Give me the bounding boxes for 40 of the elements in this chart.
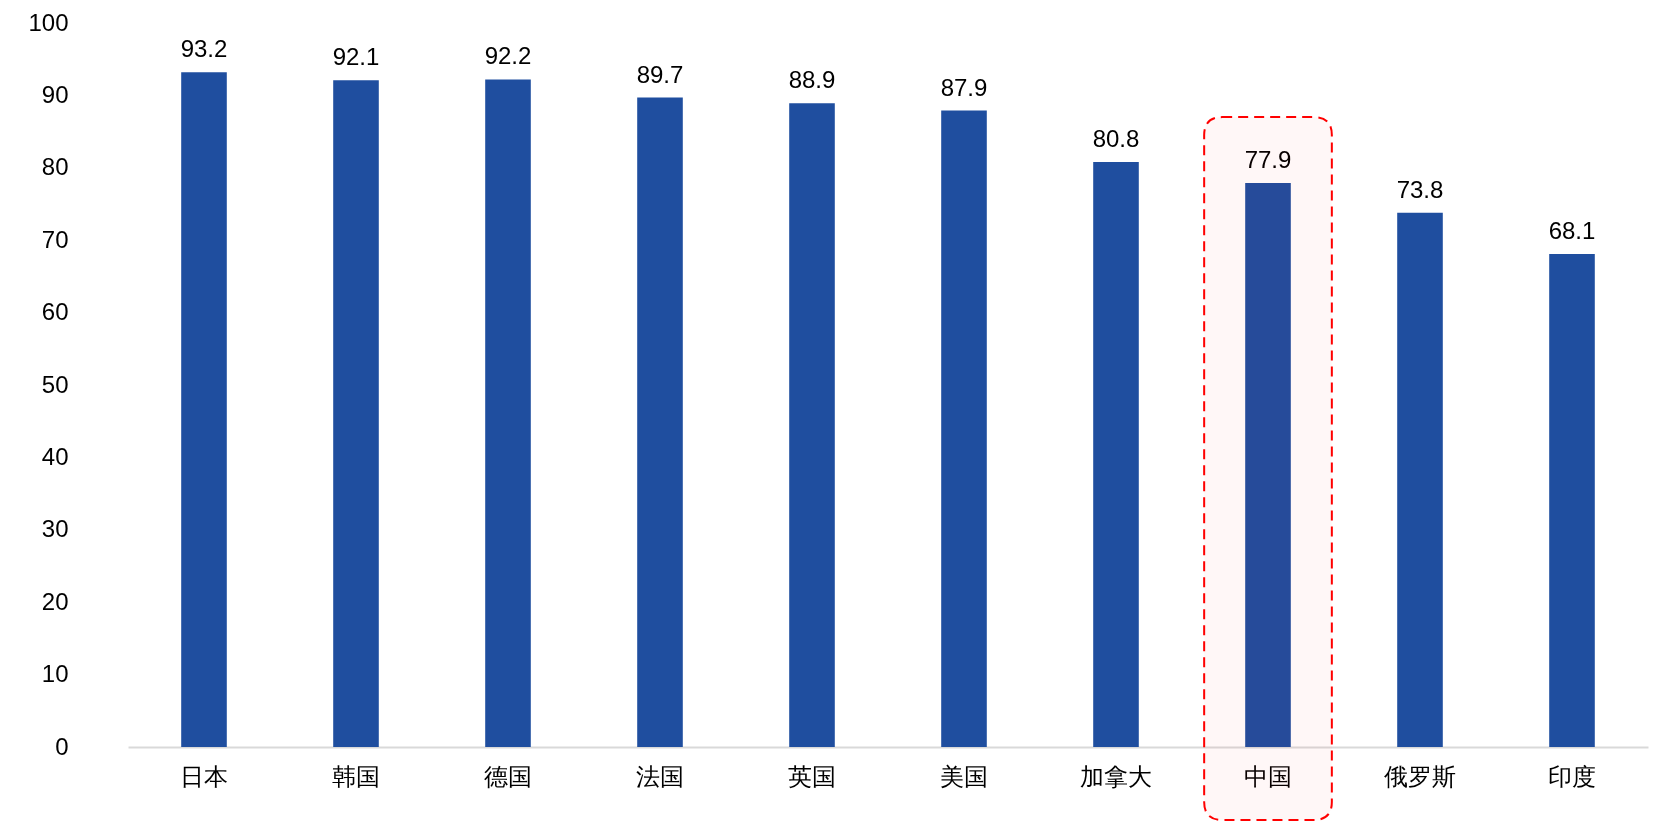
bar [1093, 162, 1139, 747]
data-label: 87.9 [940, 73, 988, 101]
y-tick-label: 50 [41, 370, 69, 398]
x-tick-label: 德国 [484, 762, 532, 790]
y-tick-label: 90 [41, 80, 69, 108]
y-tick-label: 80 [41, 153, 69, 181]
x-tick-label: 日本 [180, 762, 228, 790]
data-label: 68.1 [1548, 216, 1596, 244]
y-tick-label: 10 [41, 660, 69, 688]
y-tick-label: 30 [41, 515, 69, 543]
y-tick-label: 40 [41, 442, 69, 470]
x-tick-label: 中国 [1244, 762, 1292, 790]
bar [333, 80, 379, 747]
y-tick-label: 20 [41, 587, 69, 615]
data-label: 88.9 [788, 66, 836, 94]
y-tick-label: 0 [55, 732, 69, 760]
y-tick-label: 60 [41, 298, 69, 326]
data-label: 77.9 [1244, 146, 1292, 173]
bar [485, 79, 531, 747]
bar [941, 110, 987, 747]
y-tick-label: 100 [28, 8, 69, 36]
bar [1397, 212, 1443, 747]
x-tick-label: 美国 [940, 762, 988, 790]
x-tick-label: 法国 [636, 762, 684, 790]
data-label: 73.8 [1396, 175, 1444, 203]
bar [637, 97, 683, 747]
y-tick-label: 70 [41, 225, 69, 253]
data-label: 89.7 [636, 60, 684, 88]
data-label: 80.8 [1092, 125, 1140, 153]
bar [789, 103, 835, 747]
bar [181, 72, 227, 747]
bar [1549, 253, 1595, 747]
x-tick-label: 俄罗斯 [1384, 762, 1456, 790]
data-label: 93.2 [180, 35, 228, 63]
x-tick-label: 加拿大 [1080, 762, 1152, 790]
data-label: 92.2 [484, 42, 532, 70]
x-tick-label: 韩国 [332, 762, 380, 790]
x-tick-label: 英国 [788, 762, 836, 790]
data-label: 92.1 [332, 43, 380, 71]
x-tick-label: 印度 [1548, 762, 1596, 790]
